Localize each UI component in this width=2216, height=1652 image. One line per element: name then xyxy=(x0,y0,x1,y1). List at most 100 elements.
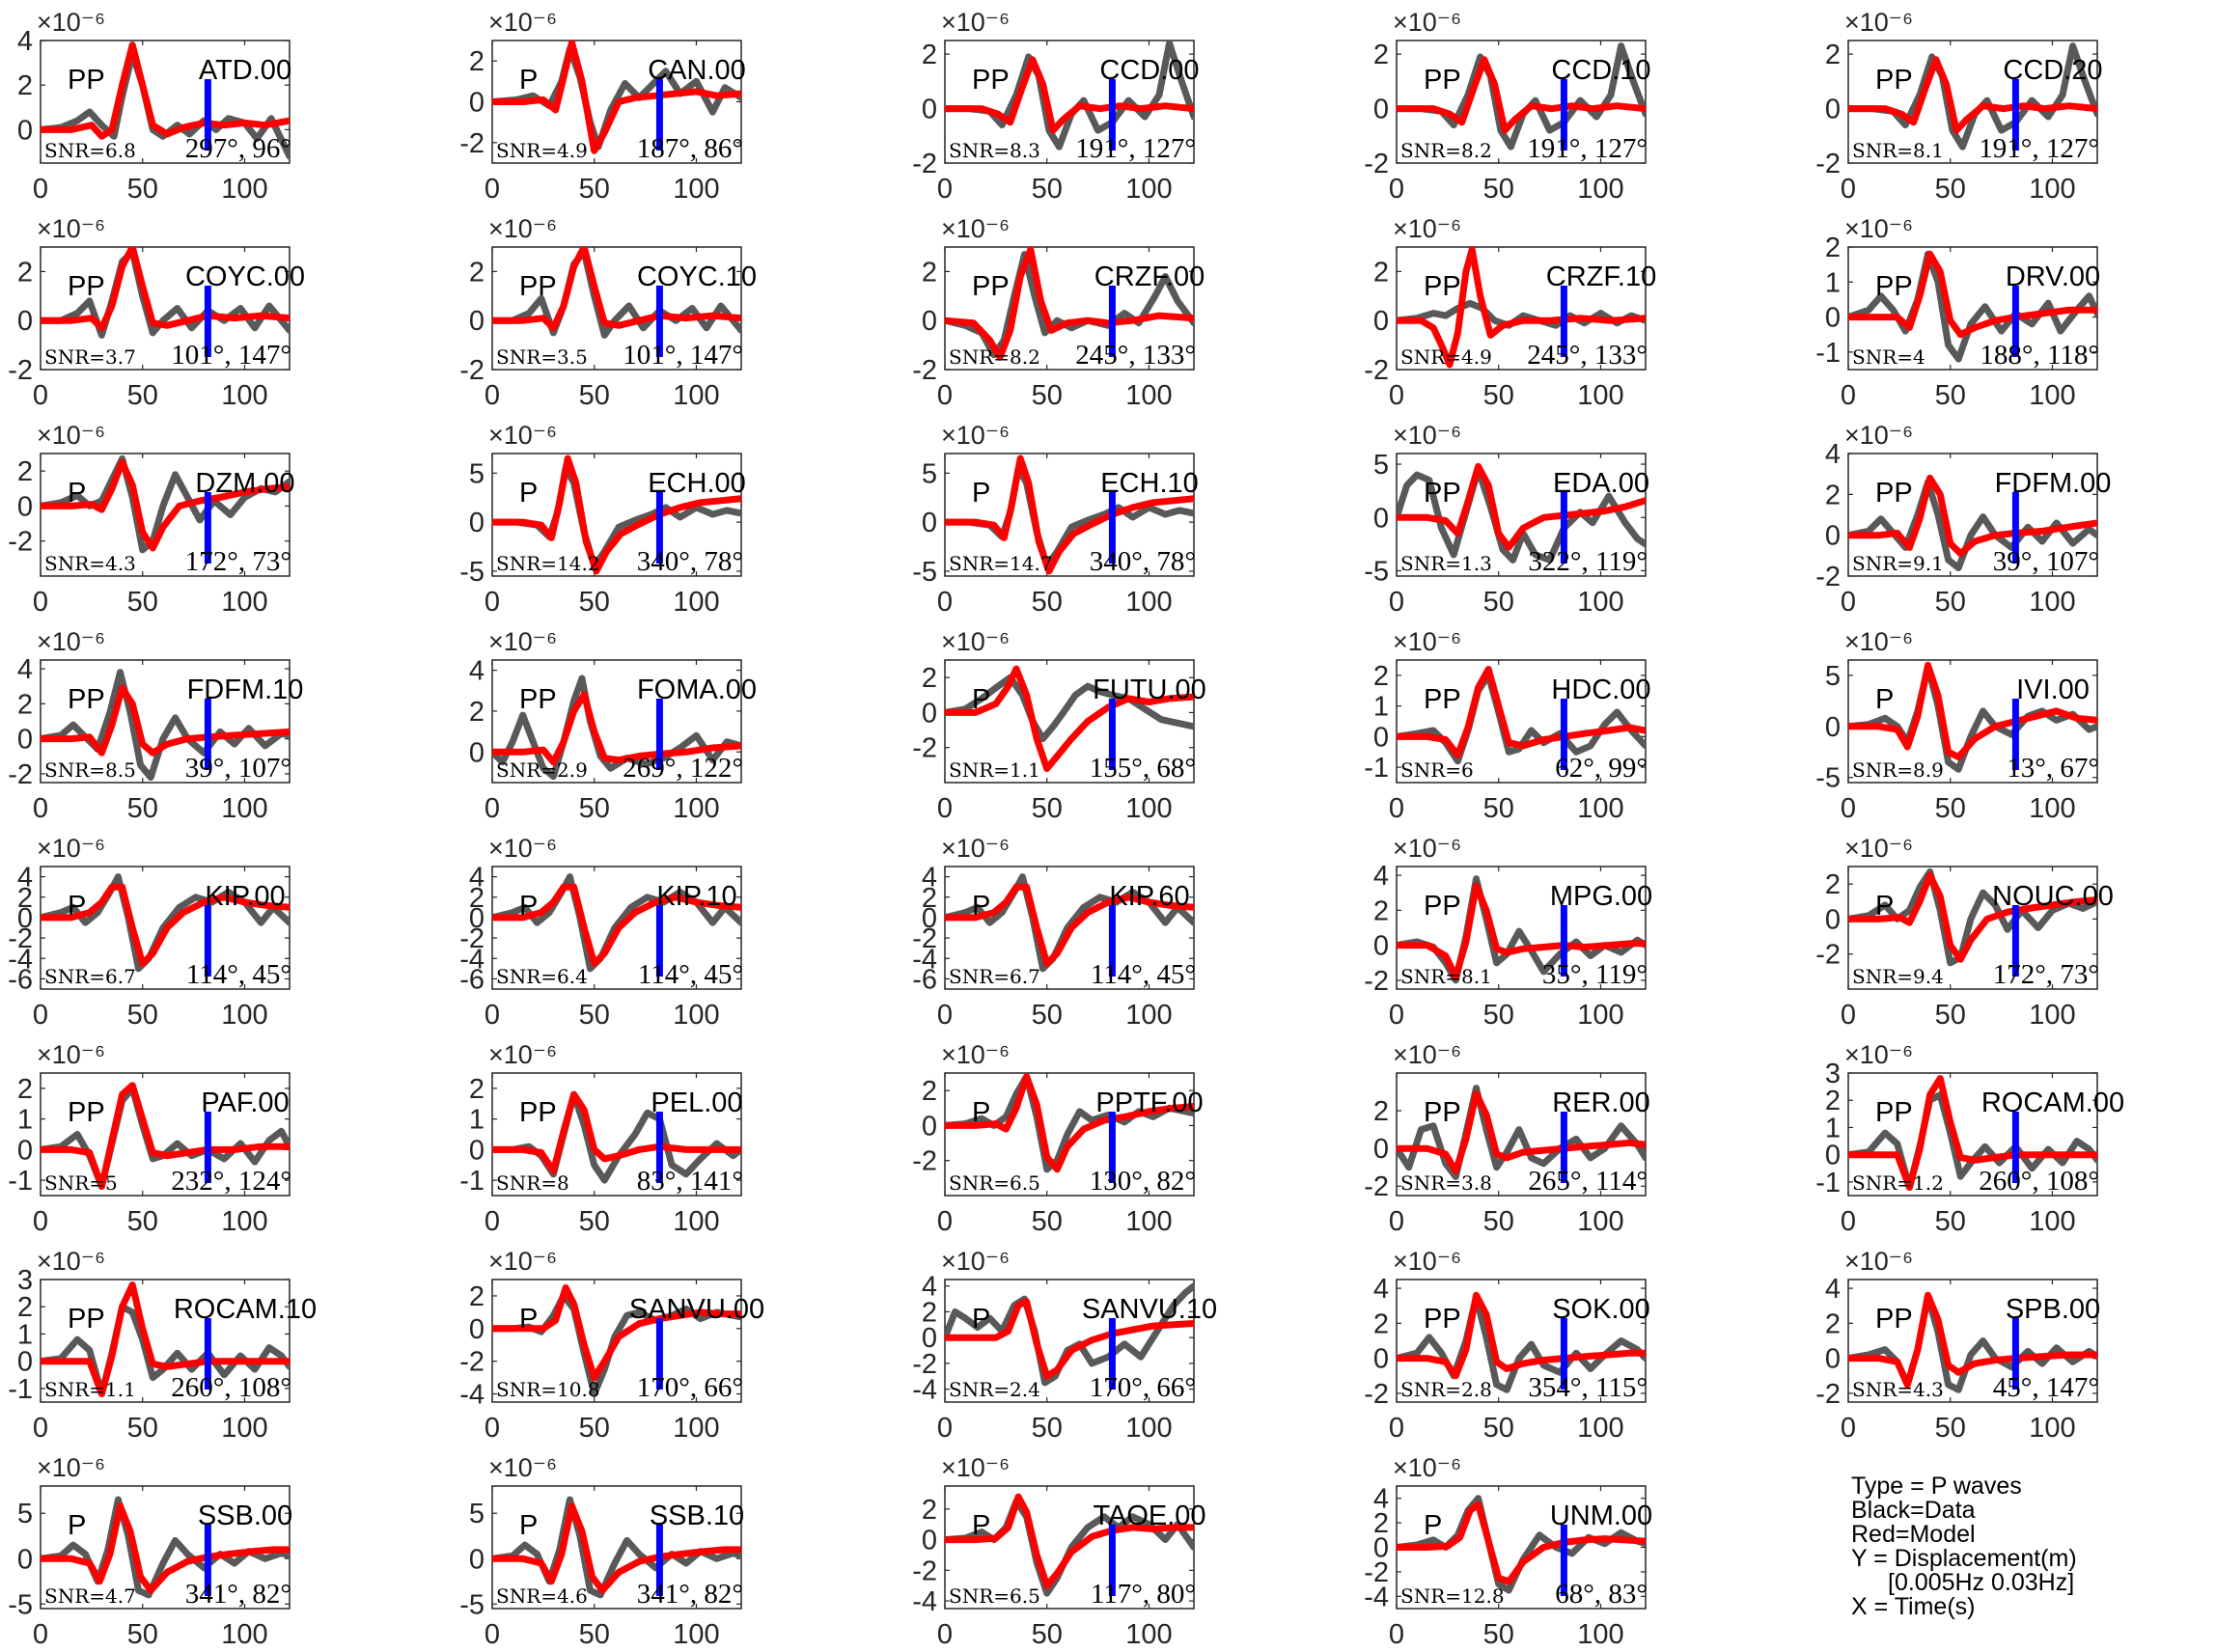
x-tick-label: 0 xyxy=(33,1206,48,1237)
phase-label: P xyxy=(972,684,990,715)
station-label: SPB.00 xyxy=(2006,1294,2100,1325)
x-tick-label: 0 xyxy=(33,1000,48,1031)
station-label: FUTU.00 xyxy=(1093,675,1206,705)
y-tick-label: 2 xyxy=(1825,1086,1841,1116)
y-exponent-label: ×10⁻⁶ xyxy=(488,1453,557,1482)
data-trace xyxy=(1397,1085,1646,1180)
y-exponent-label: ×10⁻⁶ xyxy=(941,1247,1010,1276)
traces xyxy=(492,247,741,339)
x-tick-label: 100 xyxy=(1125,1000,1172,1031)
snr-label: SNR=8.2 xyxy=(1400,139,1492,162)
y-exponent-label: ×10⁻⁶ xyxy=(1393,627,1461,656)
snr-label: SNR=6.5 xyxy=(949,1584,1040,1608)
y-tick-label: -5 xyxy=(1364,556,1389,587)
x-tick-label: 0 xyxy=(33,1619,48,1650)
y-tick-label: -4 xyxy=(912,1586,937,1617)
y-tick-label: 2 xyxy=(922,257,937,288)
azimuth-label: 101°, 147° xyxy=(171,340,291,371)
azimuth-label: 172°, 73° xyxy=(185,546,291,577)
y-tick-label: 4 xyxy=(922,863,937,894)
traces xyxy=(945,665,1194,772)
station-label: CCD.00 xyxy=(1099,55,1199,86)
legend-line-xaxis: X = Time(s) xyxy=(1851,1593,1976,1620)
x-tick-label: 100 xyxy=(221,1619,267,1650)
x-tick-label: 100 xyxy=(1577,793,1623,824)
phase-label: PP xyxy=(1875,478,1913,509)
station-label: EDA.00 xyxy=(1553,468,1649,499)
axes-box xyxy=(944,1072,1195,1197)
station-label: HDC.00 xyxy=(1551,675,1650,705)
phase-label: PP xyxy=(972,271,1010,302)
y-tick-label: -4 xyxy=(912,1375,937,1406)
phase-label: PP xyxy=(519,684,557,715)
axes-box xyxy=(1847,866,2098,990)
y-tick-label: -2 xyxy=(1364,1171,1389,1202)
axes-box xyxy=(491,246,742,371)
traces xyxy=(41,873,290,973)
station-label: KIP.00 xyxy=(205,881,285,912)
station-label: PEL.00 xyxy=(651,1088,742,1118)
phase-label: PP xyxy=(1875,1304,1913,1335)
y-tick-label: 3 xyxy=(17,1265,33,1296)
x-tick-label: 0 xyxy=(1841,1206,1856,1237)
x-tick-label: 50 xyxy=(1935,793,1966,824)
station-label: MPG.00 xyxy=(1550,881,1652,912)
y-exponent-label: ×10⁻⁶ xyxy=(488,421,557,450)
snr-label: SNR=8 xyxy=(496,1171,569,1195)
y-tick-label: 0 xyxy=(1373,722,1389,753)
y-exponent-label: ×10⁻⁶ xyxy=(488,1247,557,1276)
axes-box xyxy=(40,1072,291,1197)
axes-box xyxy=(40,453,291,577)
y-tick-label: 0 xyxy=(1825,1344,1841,1375)
y-exponent-label: ×10⁻⁶ xyxy=(488,214,557,243)
x-tick-label: 100 xyxy=(673,174,719,205)
x-tick-label: 50 xyxy=(1032,793,1063,824)
y-tick-label: -2 xyxy=(912,1146,937,1177)
axes-box xyxy=(40,40,291,164)
model-trace xyxy=(41,1281,290,1397)
snr-label: SNR=6.7 xyxy=(949,965,1040,988)
station-label: CCD.20 xyxy=(2003,55,2102,86)
azimuth-label: 114°, 45° xyxy=(1091,959,1196,990)
model-trace xyxy=(1397,462,1646,551)
station-label: ATD.00 xyxy=(199,55,291,86)
station-label: PAF.00 xyxy=(201,1088,289,1118)
y-tick-label: 0 xyxy=(1373,503,1389,534)
x-tick-label: 50 xyxy=(1935,587,1966,618)
x-tick-label: 100 xyxy=(1577,380,1623,411)
x-tick-label: 100 xyxy=(1125,1206,1172,1237)
y-tick-label: 4 xyxy=(17,26,33,57)
x-tick-label: 50 xyxy=(127,380,158,411)
x-tick-label: 100 xyxy=(2029,1000,2075,1031)
model-trace xyxy=(1848,474,2097,558)
y-tick-label: 5 xyxy=(469,458,485,489)
y-tick-label: 2 xyxy=(17,1074,33,1105)
axes-box xyxy=(1847,1072,2098,1197)
y-exponent-label: ×10⁻⁶ xyxy=(941,8,1010,37)
x-tick-label: 0 xyxy=(485,1000,500,1031)
x-tick-label: 0 xyxy=(33,587,48,618)
traces xyxy=(945,1493,1194,1597)
x-tick-label: 0 xyxy=(1841,1413,1856,1444)
azimuth-label: 191°, 127° xyxy=(1527,133,1648,164)
azimuth-label: 191°, 127° xyxy=(1075,133,1196,164)
snr-label: SNR=2.9 xyxy=(496,758,588,782)
y-tick-label: 2 xyxy=(1373,40,1389,70)
x-tick-label: 100 xyxy=(1577,1000,1623,1031)
y-tick-label: -4 xyxy=(1364,1582,1389,1612)
traces xyxy=(41,1082,290,1190)
phase-label: P xyxy=(68,478,86,509)
phase-label: P xyxy=(519,1510,538,1541)
x-tick-label: 50 xyxy=(579,174,610,205)
traces xyxy=(1397,42,1646,151)
y-tick-label: 1 xyxy=(469,1105,485,1136)
y-tick-label: -2 xyxy=(912,355,937,386)
y-tick-label: -2 xyxy=(1364,355,1389,386)
phase-label: PP xyxy=(519,1097,557,1128)
snr-label: SNR=1.1 xyxy=(949,758,1040,782)
x-tick-label: 0 xyxy=(485,1619,500,1650)
